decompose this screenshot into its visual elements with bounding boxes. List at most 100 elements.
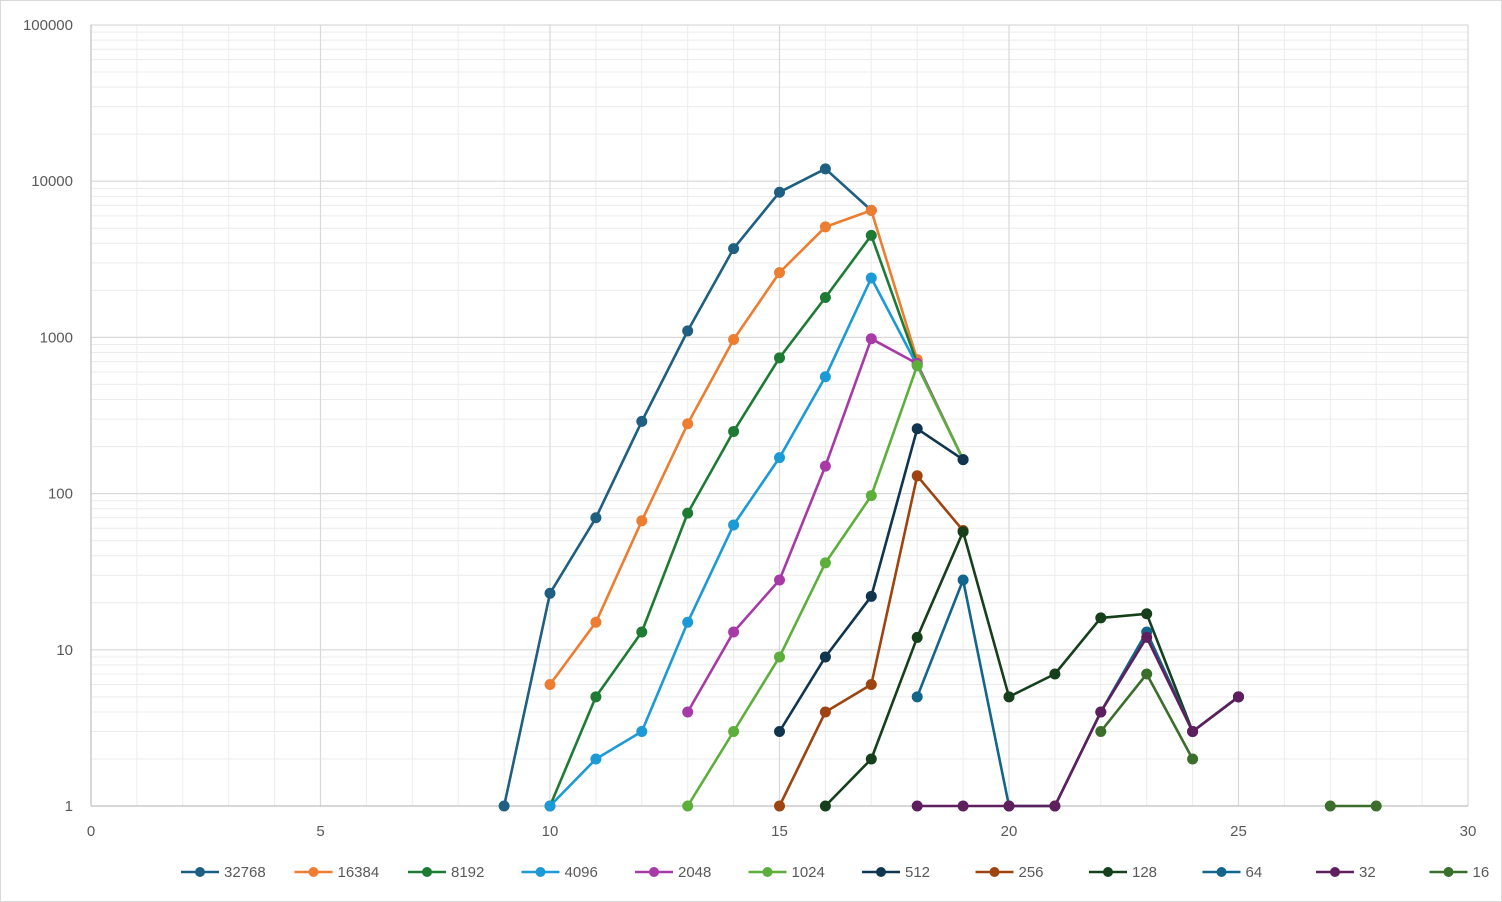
legend-label: 32768	[224, 864, 266, 881]
legend-label: 1024	[792, 864, 825, 881]
data-point	[1233, 691, 1244, 703]
legend-label: 8192	[451, 864, 484, 881]
data-point	[774, 352, 785, 364]
data-point	[544, 678, 556, 690]
gridlines	[91, 24, 1469, 806]
data-point	[636, 725, 648, 737]
data-point	[728, 725, 740, 737]
data-point	[865, 272, 877, 284]
data-point	[957, 526, 969, 538]
data-point	[819, 371, 831, 383]
data-point	[728, 243, 740, 255]
data-point	[1095, 725, 1107, 737]
data-point	[728, 425, 740, 437]
data-point	[1141, 631, 1153, 643]
x-tick-label: 15	[771, 823, 788, 840]
x-tick-label: 30	[1460, 823, 1477, 840]
data-point	[636, 626, 648, 638]
y-tick-label: 10000	[31, 173, 73, 190]
data-point	[819, 460, 831, 472]
data-point	[728, 333, 740, 345]
legend-swatch-marker	[989, 867, 1000, 877]
data-point	[957, 574, 969, 586]
data-point	[682, 800, 694, 812]
data-point	[819, 292, 831, 304]
series-256	[774, 470, 969, 812]
legend-swatch-marker	[1103, 867, 1113, 877]
data-point	[1003, 800, 1015, 812]
series-line	[917, 636, 1240, 808]
legend-label: 32	[1359, 864, 1376, 881]
data-point	[774, 574, 785, 586]
data-point	[911, 470, 923, 482]
y-tick-label: 1	[65, 798, 73, 815]
data-point	[636, 415, 648, 427]
x-axis-tick-labels: 0 5 10 15 20 25 30	[87, 823, 1477, 840]
x-tick-label: 0	[87, 823, 95, 840]
legend-item: 256	[975, 864, 1044, 881]
data-point	[819, 706, 831, 718]
data-point	[865, 229, 877, 241]
data-point	[957, 800, 969, 812]
legend-item: 16384	[294, 864, 379, 881]
legend-swatch-marker	[649, 867, 659, 877]
data-point	[544, 800, 556, 812]
legend-label: 16	[1473, 864, 1490, 881]
series-line	[915, 578, 1240, 808]
data-point	[819, 557, 831, 569]
data-point	[911, 360, 923, 372]
legend-swatch-marker	[876, 867, 886, 877]
series-line	[824, 530, 1240, 807]
y-tick-label: 1000	[40, 329, 73, 346]
series-32	[911, 631, 1244, 812]
data-point	[1141, 608, 1153, 620]
data-point	[1324, 800, 1336, 812]
series-16	[1095, 668, 1382, 812]
series-64	[911, 574, 1244, 812]
series-1024	[682, 360, 969, 812]
data-point	[1095, 706, 1107, 718]
legend-label: 256	[1019, 864, 1044, 881]
legend-label: 64	[1246, 864, 1263, 881]
data-point	[590, 691, 602, 703]
data-point	[957, 454, 969, 466]
series-512	[774, 423, 969, 737]
data-point	[590, 616, 602, 628]
data-point	[1187, 753, 1199, 765]
data-point	[774, 267, 785, 279]
data-point	[865, 678, 877, 690]
data-point	[682, 706, 694, 718]
data-point	[865, 333, 877, 345]
data-point	[774, 186, 785, 198]
legend-item: 1024	[748, 864, 825, 881]
legend-item: 128	[1089, 864, 1157, 881]
data-point	[728, 626, 740, 638]
data-point	[590, 753, 602, 765]
legend: 32768 16384 8192 4096 2048 1024 512 256 128 64 32 1…	[181, 864, 1489, 881]
data-point	[1003, 691, 1015, 703]
data-point	[865, 590, 877, 602]
data-point	[819, 163, 831, 175]
legend-item: 32768	[181, 864, 266, 881]
x-tick-label: 5	[316, 823, 324, 840]
data-point	[682, 325, 694, 337]
data-point	[865, 490, 877, 502]
legend-swatch-marker	[762, 867, 773, 877]
legend-item: 512	[862, 864, 930, 881]
data-point	[682, 616, 694, 628]
legend-swatch-marker	[422, 867, 432, 877]
data-point	[865, 204, 877, 216]
legend-label: 4096	[565, 864, 598, 881]
data-point	[911, 631, 923, 643]
legend-swatch-marker	[195, 867, 205, 877]
data-point	[911, 423, 923, 435]
y-axis-tick-labels: 1 10 100 1000 10000 100000	[23, 17, 73, 815]
data-point	[636, 515, 648, 527]
data-point	[682, 507, 694, 519]
data-point	[774, 651, 785, 663]
legend-item: 2048	[635, 864, 711, 881]
data-point	[1187, 725, 1199, 737]
data-point	[1095, 612, 1107, 624]
series-128	[819, 526, 1244, 812]
